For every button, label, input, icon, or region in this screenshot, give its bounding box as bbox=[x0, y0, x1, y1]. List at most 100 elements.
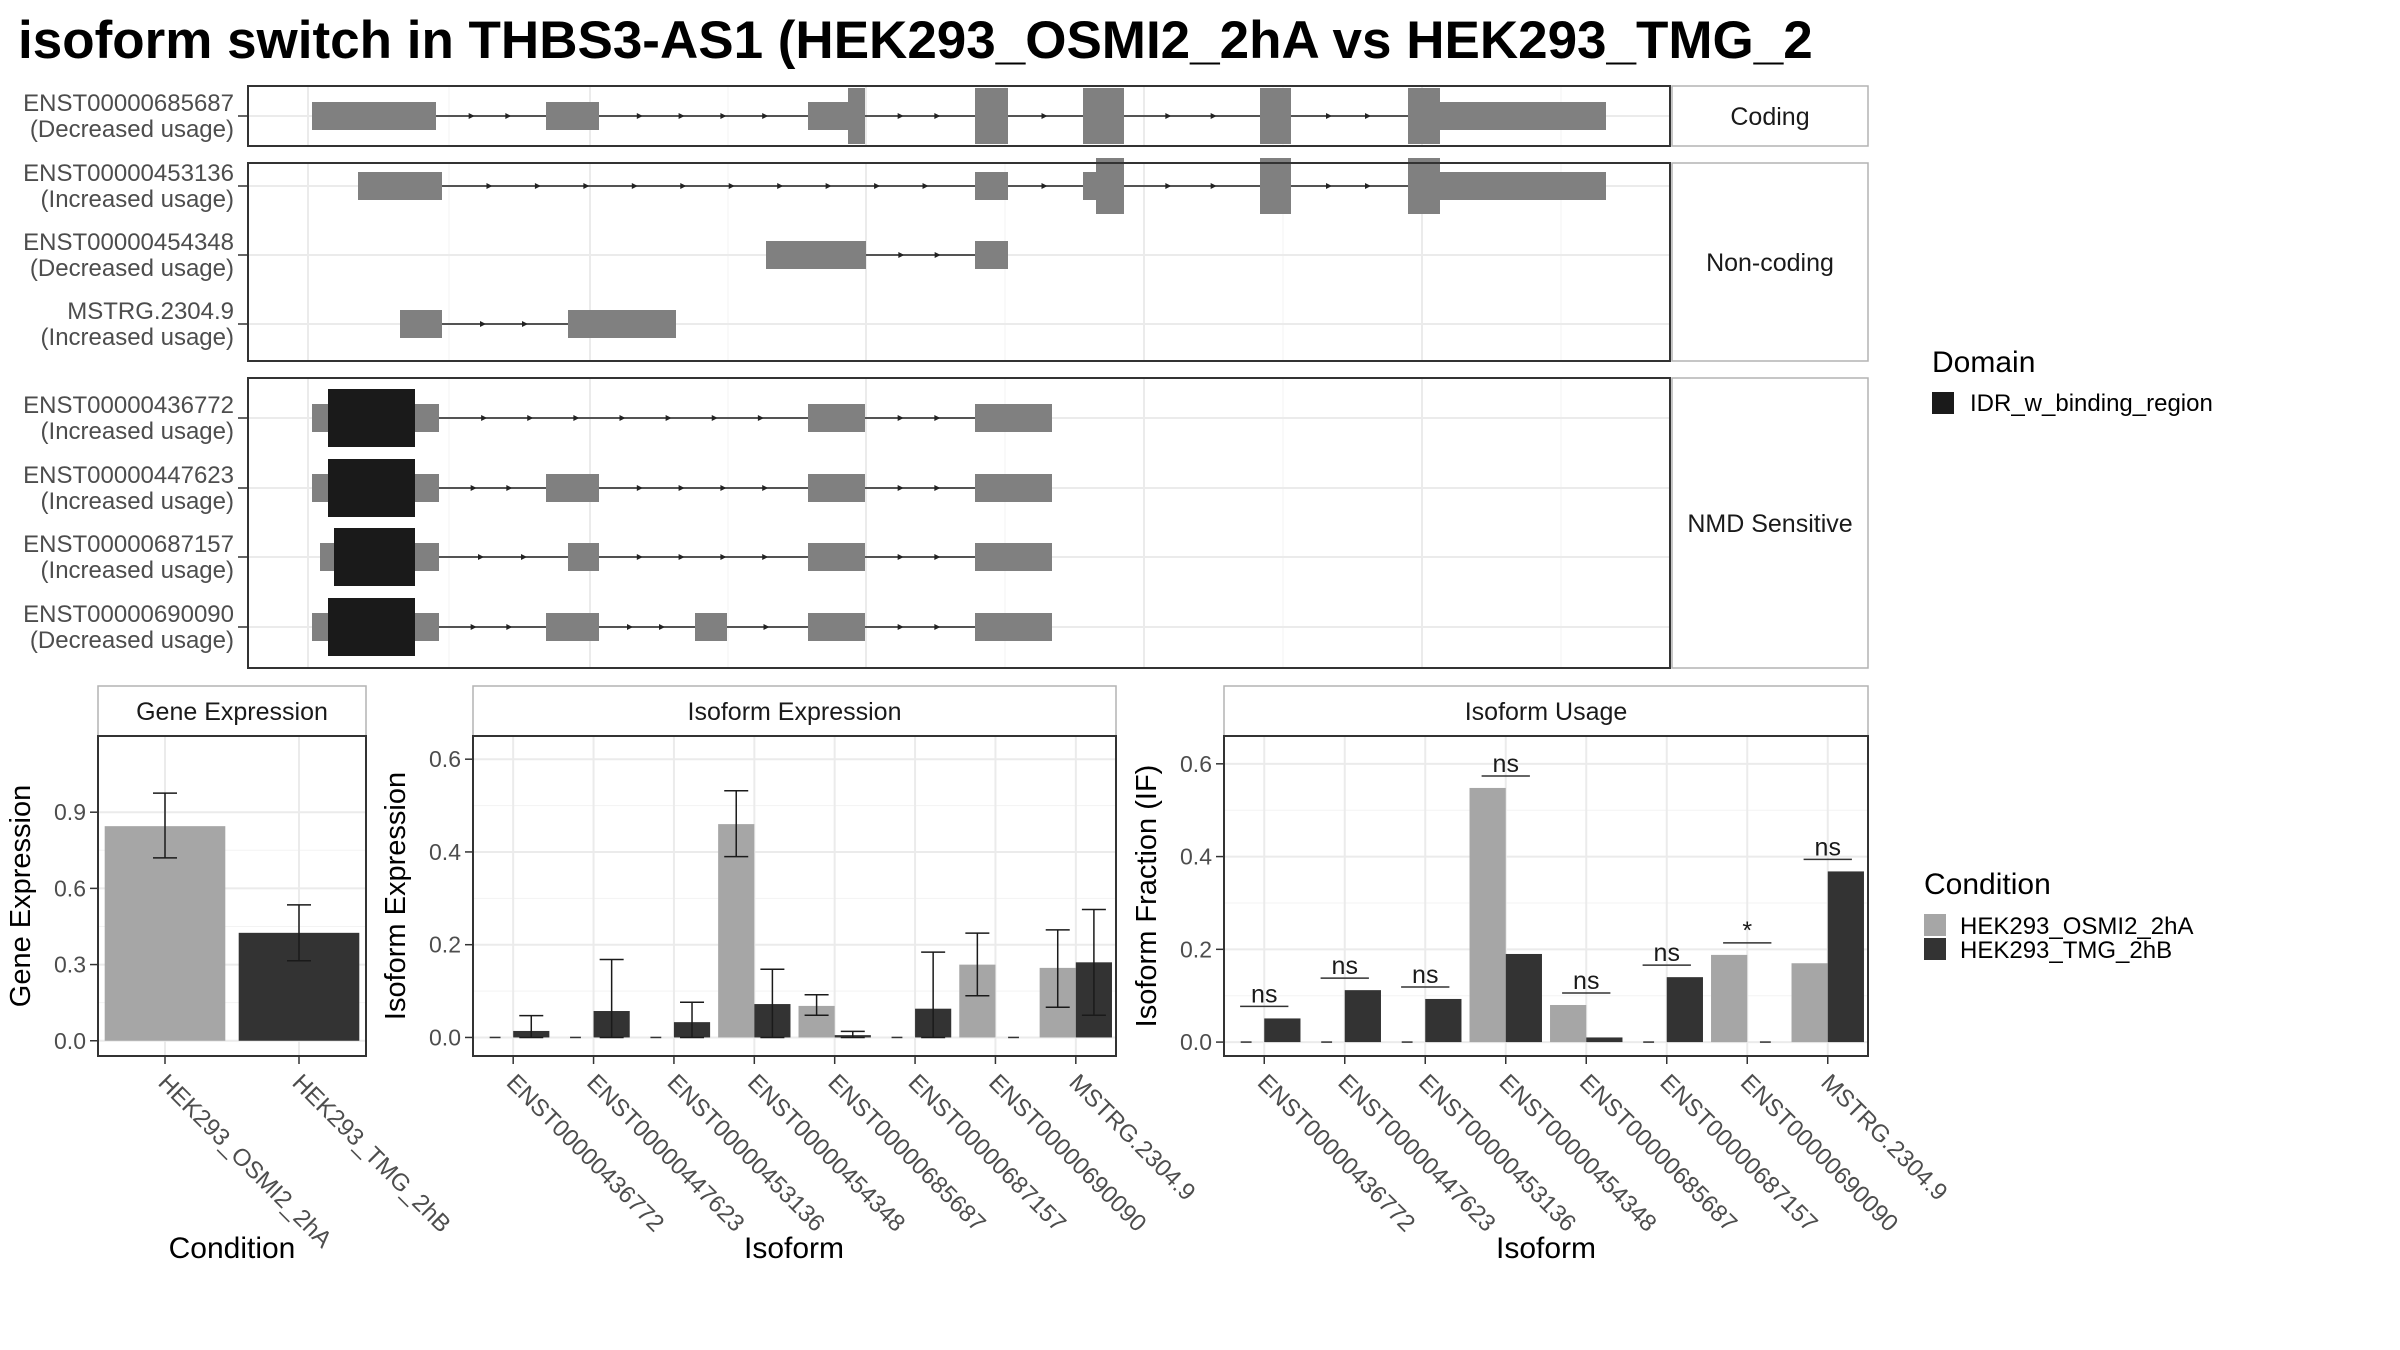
chart-title: Isoform Usage bbox=[1465, 698, 1628, 726]
intron-arrow bbox=[636, 554, 643, 560]
intron-arrow bbox=[678, 113, 685, 119]
domain-block bbox=[328, 459, 415, 517]
y-tick-label: 0.6 bbox=[429, 746, 461, 772]
y-tick-label: 0.0 bbox=[54, 1028, 86, 1054]
domain-block bbox=[328, 598, 415, 656]
intron-arrow bbox=[573, 415, 580, 421]
x-tick-label: ENST00000453136 bbox=[662, 1069, 830, 1237]
exon-block bbox=[1260, 158, 1291, 214]
isoform-expression-chart: Isoform Expression 0.0 0.2 0.4 0.6 ENST000004… bbox=[380, 685, 1201, 1265]
transcript-id-label: ENST00000447623 bbox=[23, 462, 234, 489]
transcript-model bbox=[766, 241, 1008, 269]
y-axis-title: Isoform Fraction (IF) bbox=[1131, 765, 1163, 1028]
y-tick-label: 0.6 bbox=[1180, 751, 1212, 777]
intron-arrow bbox=[470, 624, 477, 630]
intron-arrow bbox=[934, 554, 941, 560]
chart-strip bbox=[97, 685, 367, 737]
exon-block bbox=[400, 310, 442, 338]
transcript-model bbox=[400, 310, 676, 338]
exon-block bbox=[975, 404, 1052, 432]
chart-title: Gene Expression bbox=[136, 698, 328, 726]
chart-strip bbox=[1223, 685, 1869, 737]
significance-label: ns bbox=[1332, 952, 1358, 980]
intron-arrow bbox=[1326, 113, 1332, 119]
exon-block bbox=[1096, 158, 1124, 214]
intron-arrow bbox=[534, 183, 541, 189]
x-tick-label: ENST00000436772 bbox=[501, 1069, 669, 1237]
chart-title: Isoform Expression bbox=[688, 698, 902, 726]
intron-arrow bbox=[874, 183, 881, 189]
x-tick-label: ENST00000687157 bbox=[903, 1069, 1071, 1237]
significance-label: * bbox=[1742, 917, 1752, 945]
intron-arrow bbox=[486, 183, 493, 189]
bar bbox=[1469, 787, 1506, 1043]
usage-label: (Increased usage) bbox=[41, 488, 234, 515]
intron-arrow bbox=[897, 554, 904, 560]
intron-arrow bbox=[711, 415, 718, 421]
plot-background bbox=[473, 736, 1116, 1056]
exon-block bbox=[1083, 172, 1096, 200]
condition-legend-label-1: HEK293_OSMI2_2hA bbox=[1960, 913, 2193, 940]
transcript-id-label: ENST00000453136 bbox=[23, 160, 234, 187]
usage-label: (Increased usage) bbox=[41, 324, 234, 351]
exon-block bbox=[1083, 88, 1124, 144]
condition-legend-label-2: HEK293_TMG_2hB bbox=[1960, 937, 2172, 964]
intron-arrow bbox=[720, 485, 727, 491]
intron-arrow bbox=[1041, 113, 1048, 119]
x-axis-title: Condition bbox=[169, 1232, 296, 1265]
intron-arrow bbox=[897, 113, 904, 119]
intron-arrow bbox=[1365, 183, 1371, 189]
exon-block bbox=[1440, 172, 1606, 200]
transcript-model bbox=[312, 459, 1052, 517]
intron-arrow bbox=[627, 624, 633, 630]
structure-panel bbox=[247, 158, 1671, 362]
domain-legend-label: IDR_w_binding_region bbox=[1970, 390, 2213, 417]
exon-block bbox=[808, 474, 865, 502]
exon-block bbox=[568, 543, 599, 571]
x-tick-label: ENST00000436772 bbox=[1252, 1069, 1420, 1237]
transcript-structure-plot: ENST00000685687(Decreased usage) CodingEN… bbox=[23, 85, 1869, 669]
condition-legend-key-2 bbox=[1924, 938, 1946, 960]
panel-frame bbox=[247, 162, 1671, 362]
intron-arrow bbox=[1210, 183, 1217, 189]
y-tick-label: 0.2 bbox=[1180, 936, 1212, 962]
domain-legend-title: Domain bbox=[1932, 346, 2035, 379]
exon-block bbox=[808, 543, 865, 571]
transcript-model bbox=[358, 158, 1606, 214]
intron-arrow bbox=[898, 252, 905, 258]
bar bbox=[718, 824, 755, 1038]
bar bbox=[1711, 954, 1748, 1043]
facet-strip bbox=[1671, 162, 1869, 362]
y-axis-title: Gene Expression bbox=[5, 785, 37, 1007]
plot-frame bbox=[1223, 735, 1869, 1057]
bar bbox=[1550, 1004, 1587, 1043]
intron-arrow bbox=[763, 624, 770, 630]
transcript-model bbox=[312, 88, 1606, 144]
x-axis-title: Isoform bbox=[744, 1232, 844, 1265]
intron-arrow bbox=[636, 113, 643, 119]
transcript-id-label: ENST00000687157 bbox=[23, 531, 234, 558]
intron-arrow bbox=[522, 321, 528, 327]
significance-label: ns bbox=[1573, 967, 1599, 995]
intron-arrow bbox=[1041, 183, 1048, 189]
usage-label: (Decreased usage) bbox=[30, 116, 234, 143]
bar bbox=[1827, 871, 1864, 1043]
transcript-model bbox=[320, 528, 1052, 586]
intron-arrow bbox=[678, 485, 685, 491]
exon-block bbox=[808, 613, 865, 641]
domain-block bbox=[328, 389, 415, 447]
exon-block bbox=[546, 613, 599, 641]
usage-label: (Increased usage) bbox=[41, 557, 234, 584]
intron-arrow bbox=[922, 183, 929, 189]
intron-arrow bbox=[762, 554, 769, 560]
x-tick-label: ENST00000447623 bbox=[581, 1069, 749, 1237]
intron-arrow bbox=[728, 183, 735, 189]
intron-arrow bbox=[1165, 183, 1172, 189]
y-tick-label: 0.6 bbox=[54, 875, 86, 901]
x-tick-label: ENST00000447623 bbox=[1333, 1069, 1501, 1237]
transcript-id-label: ENST00000690090 bbox=[23, 601, 234, 628]
x-tick-label: ENST00000687157 bbox=[1655, 1069, 1823, 1237]
y-tick-label: 0.2 bbox=[429, 932, 461, 958]
transcript-model bbox=[312, 389, 1052, 447]
